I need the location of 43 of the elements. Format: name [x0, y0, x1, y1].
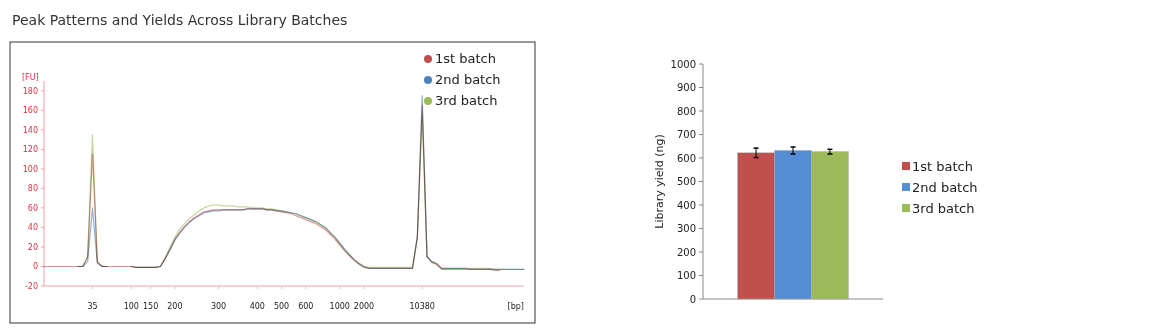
legend-label: 3rd batch — [435, 93, 498, 108]
x-tick-label: 500 — [273, 302, 290, 311]
y-tick-label: 700 — [676, 129, 696, 140]
x-tick-label: 400 — [249, 302, 265, 311]
y-tick-label: 100 — [22, 164, 38, 174]
x-tick-label: 300 — [210, 302, 227, 311]
x-tick-label: 1000 — [329, 302, 350, 311]
legend-label: 1st batch — [435, 51, 496, 66]
y-tick-label: 0 — [689, 293, 696, 305]
y-tick-label: 20 — [27, 242, 38, 252]
y-tick-label: 500 — [676, 176, 696, 187]
x-tick-label: 600 — [298, 302, 314, 311]
y-tick-label: 140 — [22, 125, 38, 135]
x-tick-label: 10380 — [409, 302, 435, 311]
chart-title: Peak Patterns and Yields Across Library Batches — [12, 12, 348, 28]
y-tick-label: 60 — [27, 203, 38, 213]
y-tick-label: 200 — [676, 246, 696, 258]
legend-label: 2nd batch — [435, 72, 501, 87]
y-tick-label: 40 — [27, 223, 38, 233]
y-tick-label: 1000 — [670, 58, 696, 70]
x-axis-title: [bp] — [507, 302, 524, 311]
x-tick-label: 150 — [143, 302, 159, 311]
y-tick-label: 800 — [676, 105, 696, 117]
y-axis-title: [FU] — [22, 73, 39, 82]
y-axis-title: Library yield (ng) — [653, 134, 666, 229]
y-tick-label: 300 — [676, 223, 696, 234]
y-tick-label: 400 — [676, 199, 696, 211]
y-tick-label: 160 — [22, 106, 38, 116]
legend-label: 2nd batch — [912, 180, 978, 195]
y-tick-label: 100 — [676, 270, 696, 281]
x-tick-label: 35 — [87, 302, 98, 311]
x-tick-label: 200 — [167, 302, 183, 311]
x-tick-label: 2000 — [353, 302, 375, 311]
legend-label: 1st batch — [912, 159, 973, 174]
y-tick-label: -20 — [24, 282, 38, 291]
y-tick-label: 120 — [22, 145, 38, 155]
x-tick-label: 100 — [123, 302, 139, 311]
y-tick-label: 600 — [676, 152, 696, 164]
y-tick-label: 900 — [676, 82, 696, 93]
y-tick-label: 0 — [32, 262, 38, 272]
y-tick-label: 80 — [27, 184, 38, 194]
legend-label: 3rd batch — [912, 201, 975, 216]
y-tick-label: 180 — [22, 86, 38, 96]
